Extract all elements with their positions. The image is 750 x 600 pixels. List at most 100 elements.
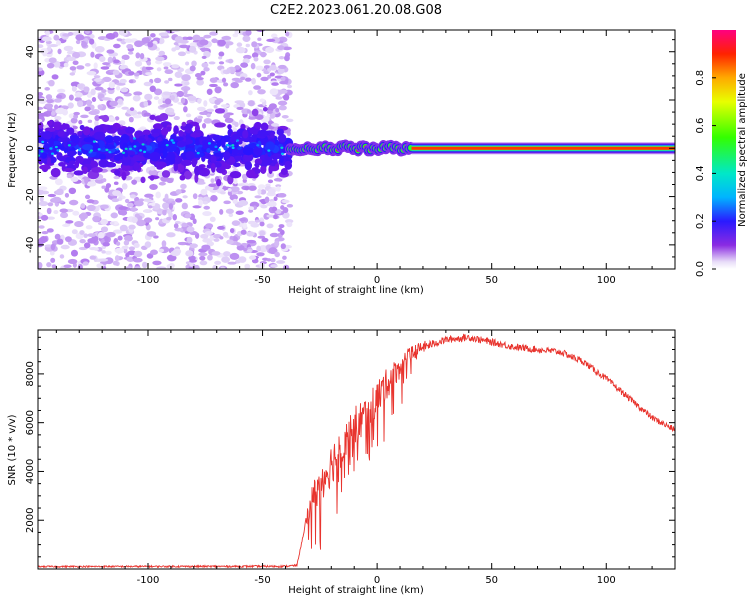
noise-band-blob [159, 112, 169, 121]
noise-speckle [51, 196, 62, 203]
noise-speckle [198, 199, 203, 207]
noise-speckle [67, 258, 78, 265]
noise-speckle [116, 241, 121, 246]
noise-speckle [70, 249, 78, 257]
noise-speckle [54, 233, 61, 240]
noise-speckle [266, 171, 275, 178]
noise-band-blob [216, 166, 226, 174]
noise-band-peak [231, 146, 235, 150]
noise-speckle [63, 264, 72, 268]
noise-speckle [225, 43, 230, 49]
noise-speckle [171, 47, 177, 52]
noise-speckle [238, 199, 249, 206]
noise-speckle [256, 245, 261, 252]
noise-speckle [38, 262, 43, 269]
noise-speckle [60, 212, 69, 219]
noise-speckle [101, 97, 111, 101]
noise-speckle [93, 75, 101, 79]
noise-speckle [166, 208, 172, 215]
noise-speckle [113, 175, 121, 180]
noise-band-blob [161, 127, 169, 136]
noise-band-blob [178, 141, 187, 147]
noise-speckle [98, 258, 109, 262]
noise-speckle [286, 118, 294, 123]
noise-speckle [121, 245, 129, 250]
noise-band-blob [93, 131, 106, 140]
noise-speckle [251, 77, 256, 85]
noise-speckle [257, 188, 262, 196]
noise-speckle [170, 30, 181, 33]
noise-speckle [232, 182, 239, 187]
noise-speckle [162, 202, 170, 210]
noise-speckle [257, 184, 266, 189]
noise-speckle [51, 74, 59, 80]
noise-speckle [227, 190, 233, 196]
noise-speckle [269, 72, 275, 77]
noise-speckle [182, 195, 188, 199]
y-tick-label-bottom: 2000 [25, 507, 36, 532]
noise-speckle [144, 93, 153, 101]
noise-speckle [254, 219, 261, 223]
noise-speckle [89, 255, 97, 260]
noise-speckle [176, 90, 185, 98]
noise-speckle [94, 46, 105, 53]
noise-speckle [253, 56, 259, 62]
noise-speckle [149, 166, 156, 171]
noise-band-blob [52, 144, 64, 150]
noise-speckle [118, 206, 128, 211]
noise-band-peak [67, 144, 71, 147]
noise-speckle [145, 72, 153, 76]
noise-speckle [44, 87, 51, 91]
noise-band-blob [155, 161, 167, 169]
noise-speckle [275, 184, 282, 188]
noise-band-peak [267, 149, 271, 152]
noise-speckle [50, 243, 56, 251]
spectrogram-heatmap [38, 30, 675, 269]
noise-speckle [260, 51, 267, 58]
noise-band-peak [54, 145, 58, 149]
noise-speckle [246, 231, 255, 237]
noise-band-peak [51, 152, 55, 155]
noise-speckle [200, 70, 206, 76]
noise-speckle [255, 114, 264, 120]
noise-speckle [56, 188, 64, 196]
noise-speckle [59, 208, 69, 213]
noise-speckle [267, 74, 272, 79]
colorbar-tick-label: 0.2 [695, 213, 706, 229]
noise-speckle [112, 190, 122, 197]
noise-speckle [277, 227, 283, 232]
noise-speckle [104, 235, 109, 243]
noise-speckle [100, 226, 109, 233]
noise-speckle [124, 38, 133, 43]
noise-speckle [53, 34, 60, 41]
noise-speckle [41, 36, 52, 42]
noise-speckle [196, 181, 206, 185]
noise-speckle [94, 78, 102, 82]
noise-speckle [174, 71, 183, 78]
noise-speckle [80, 203, 86, 209]
noise-speckle [149, 85, 156, 93]
noise-speckle [225, 208, 234, 214]
noise-speckle [196, 76, 204, 81]
noise-speckle [284, 54, 290, 62]
noise-speckle [144, 66, 154, 70]
noise-speckle [45, 94, 53, 100]
noise-speckle [158, 181, 166, 186]
noise-speckle [93, 247, 99, 251]
noise-band-blob [82, 166, 88, 174]
noise-speckle [146, 253, 154, 259]
noise-speckle [38, 118, 43, 123]
noise-band-peak [105, 148, 109, 152]
noise-band-blob [245, 169, 256, 179]
noise-speckle [189, 65, 196, 72]
colorbar-tick-label: 0.6 [695, 118, 706, 134]
noise-speckle [217, 39, 227, 47]
noise-speckle [105, 231, 116, 238]
noise-speckle [235, 46, 246, 54]
noise-speckle [89, 38, 95, 45]
noise-speckle [236, 242, 242, 247]
noise-band-blob [125, 126, 136, 134]
noise-band-blob [214, 122, 226, 128]
noise-speckle [133, 242, 140, 249]
noise-speckle [102, 178, 107, 183]
